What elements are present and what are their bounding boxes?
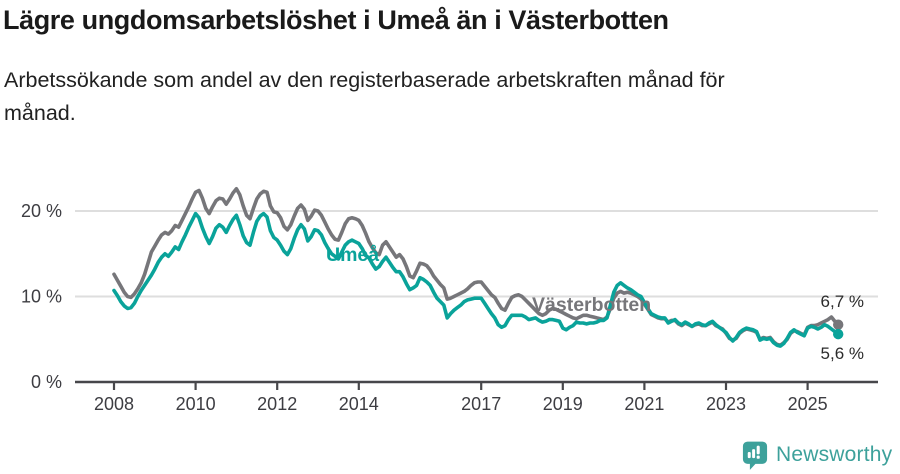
x-axis-tick-label: 2017 [461,394,501,414]
y-axis-tick-label: 0 % [31,372,62,392]
x-axis-tick-label: 2021 [624,394,664,414]
chart-subtitle-line-1: Arbetssökande som andel av den registerb… [4,68,725,92]
vasterbotten-end-value-label: 6,7 % [821,292,864,311]
x-axis-tick-label: 2008 [94,394,134,414]
vasterbotten-series-label: Västerbotten [532,294,651,316]
x-axis-tick-label: 2012 [257,394,297,414]
chart-header: Lägre ungdomsarbetslöshet i Umeå än i Vä… [3,5,897,36]
umea-end-dot [833,328,844,340]
x-axis-tick-label: 2023 [706,394,746,414]
x-axis-tick-label: 2025 [788,394,828,414]
vasterbotten-end-dot [833,319,844,330]
umea-line [112,211,841,348]
newsworthy-wordmark: Newsworthy [776,443,893,466]
x-axis-tick-label: 2019 [543,394,583,414]
bar-2 [752,448,756,458]
exclamation-dot [756,455,760,459]
newsworthy-logo: Newsworthy [742,439,892,471]
newsworthy-icon [742,441,768,470]
bar-1 [747,451,751,458]
y-axis-tick-label: 20 % [21,201,62,221]
y-axis-tick-label: 10 % [21,287,62,307]
umea-series-label: Umeå [326,243,379,266]
exclamation-bar [756,445,760,454]
chart-subtitle-line-2: månad. [4,101,76,125]
x-axis-tick-label: 2010 [176,394,216,414]
chart-title: Lägre ungdomsarbetslöshet i Umeå än i Vä… [3,5,669,35]
vasterbotten-line [112,187,841,348]
umea-end-value-label: 5,6 % [821,344,864,363]
chart-subtitle: Arbetssökande som andel av den registerb… [4,64,864,130]
x-axis-tick-label: 2014 [339,394,379,414]
